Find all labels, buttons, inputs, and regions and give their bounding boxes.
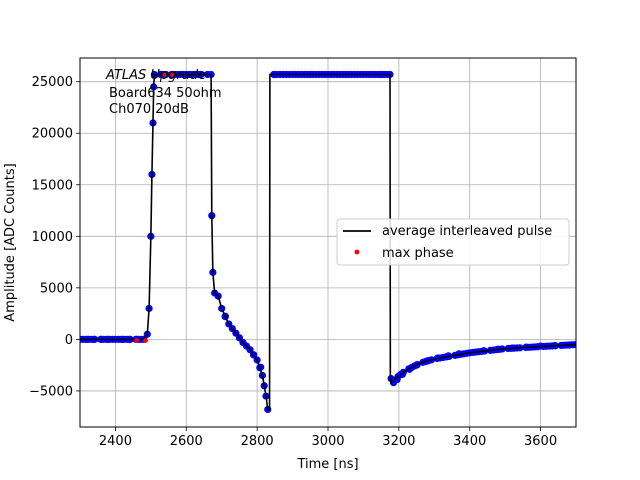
legend-dot-marker xyxy=(354,249,360,255)
legend-box xyxy=(336,218,570,266)
x-tick-label: 2400 xyxy=(99,434,132,449)
y-tick-label: 0 xyxy=(65,333,73,348)
data-point-max-phase xyxy=(162,72,168,77)
x-tick-label: 2800 xyxy=(241,434,274,449)
y-tick-label: 10000 xyxy=(32,230,73,245)
x-tick-label: 3200 xyxy=(382,434,415,449)
y-axis-label: Amplitude [ADC Counts] xyxy=(3,163,18,321)
x-tick-label: 2600 xyxy=(170,434,203,449)
plot-data xyxy=(80,70,576,414)
y-tick-label: −5000 xyxy=(29,384,73,399)
y-tick-label: 15000 xyxy=(32,178,73,193)
x-tick-label: 3000 xyxy=(311,434,344,449)
legend-label-max-phase: max phase xyxy=(382,246,454,261)
y-tick-label: 20000 xyxy=(32,127,73,142)
annotation-line-board: Board634 50ohm xyxy=(109,86,222,101)
annotation-line-atlas: ATLAS Upgrade xyxy=(105,68,206,83)
y-tick-label: 5000 xyxy=(40,281,73,296)
series-line-average-pulse xyxy=(80,73,576,411)
annotation-line-channel: Ch070 20dB xyxy=(109,102,189,117)
x-axis-label: Time [ns] xyxy=(296,457,358,472)
x-tick-label: 3600 xyxy=(524,434,557,449)
legend-label-average-pulse: average interleaved pulse xyxy=(382,224,552,239)
x-axis: 2400 2600 2800 3000 3200 3400 3600 xyxy=(99,427,557,449)
annotation: ATLAS Upgrade Board634 50ohm Ch070 20dB xyxy=(105,68,222,117)
x-tick-label: 3400 xyxy=(453,434,486,449)
y-tick-label: 25000 xyxy=(32,75,73,90)
data-point-max-phase xyxy=(169,72,175,77)
legend: average interleaved pulse max phase xyxy=(336,218,570,266)
data-point-max-phase xyxy=(134,338,140,343)
y-axis: −5000 0 5000 10000 15000 20000 25000 xyxy=(29,75,80,399)
data-point-max-phase xyxy=(143,338,148,343)
